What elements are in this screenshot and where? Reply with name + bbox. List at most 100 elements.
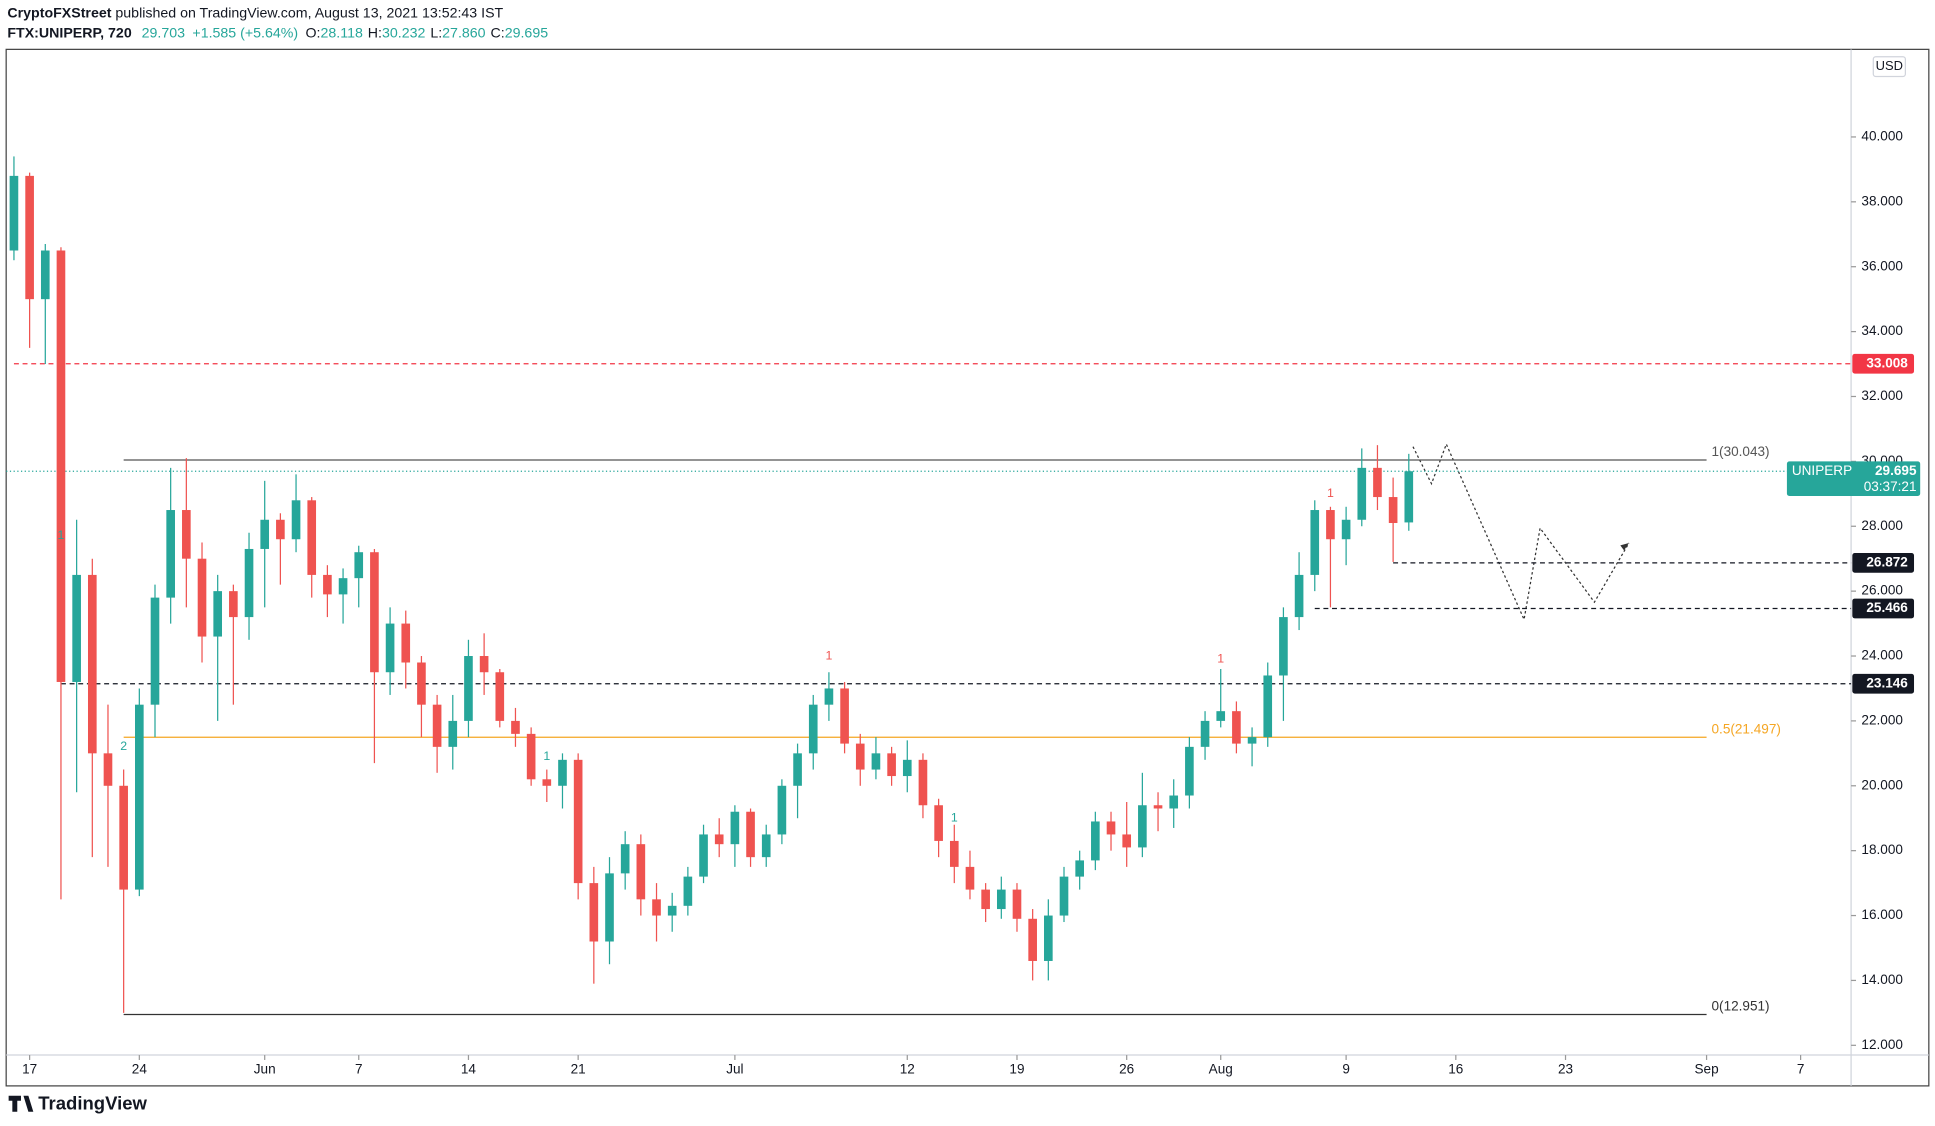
level-tag — [1852, 673, 1915, 694]
ohlc-value: 27.860 — [442, 25, 486, 41]
level-tag — [1852, 552, 1915, 573]
candle-body — [981, 889, 990, 910]
candle-body — [1247, 737, 1257, 744]
candle-body — [1263, 675, 1273, 738]
candle-body — [824, 688, 834, 705]
candle-body — [714, 834, 724, 845]
candle-body — [511, 720, 520, 734]
candle-body — [135, 704, 144, 890]
annotation: 2 — [120, 739, 127, 753]
x-tick-label: 16 — [1448, 1061, 1463, 1076]
annotation: 1 — [825, 648, 832, 662]
candle-body — [1388, 497, 1398, 524]
candle-body — [464, 656, 473, 721]
ohlc-label: L: — [430, 25, 442, 41]
y-tick-label: 28.000 — [1861, 518, 1903, 533]
candle-body — [1091, 821, 1100, 861]
candle-body — [72, 574, 81, 682]
fib-label: 0(12.951) — [1712, 999, 1770, 1014]
author: CryptoFXStreet — [7, 5, 111, 21]
y-tick-label: 16.000 — [1861, 907, 1903, 922]
candle-body — [526, 733, 536, 780]
candle-body — [1404, 471, 1414, 523]
candle-body — [495, 672, 505, 721]
candle-body — [354, 552, 364, 579]
last: 29.703 — [142, 25, 186, 41]
candle-body — [620, 844, 630, 874]
candle-body — [1122, 834, 1132, 848]
x-tick-label: Jun — [254, 1061, 276, 1076]
y-tick-label: 14.000 — [1861, 972, 1903, 987]
y-tick-label: 20.000 — [1861, 777, 1903, 792]
last-price-value: 29.695 — [1875, 463, 1917, 478]
x-tick-label: 7 — [1797, 1061, 1805, 1076]
ohlc-value: 28.118 — [321, 25, 363, 41]
candle-body — [1279, 617, 1288, 676]
level-tag-label: 25.466 — [1866, 600, 1908, 615]
candle-body — [1357, 467, 1367, 520]
candle-body — [871, 753, 881, 770]
x-tick-label: 19 — [1009, 1061, 1024, 1076]
annotation: 1 — [543, 749, 550, 763]
candle-body — [636, 844, 646, 900]
candle-body — [291, 500, 301, 540]
candle-body — [730, 811, 740, 845]
candle-body — [417, 662, 426, 705]
candle-body — [887, 753, 896, 777]
currency: USD — [1876, 58, 1903, 73]
candle-body — [307, 500, 317, 575]
y-tick-label: 18.000 — [1861, 842, 1903, 857]
candle-body — [1200, 720, 1210, 747]
ohlc-value: 29.695 — [505, 25, 549, 41]
x-tick-label: 9 — [1342, 1061, 1350, 1076]
candle-body — [385, 623, 395, 673]
level-tag — [1852, 353, 1915, 374]
symbol-line: FTX:UNIPERP, 720 29.703 +1.585 (+5.64%) O:2… — [7, 25, 548, 41]
level-tag-label: 26.872 — [1866, 554, 1907, 569]
candle-body — [166, 510, 175, 598]
candle-body — [1028, 918, 1037, 961]
candle-body — [87, 574, 97, 754]
candle-body — [934, 805, 943, 841]
fib-label: 0.5(21.497) — [1712, 721, 1781, 736]
candle-body — [1153, 805, 1163, 809]
ohlc-label: C: — [491, 25, 505, 41]
countdown: 03:37:21 — [1864, 479, 1917, 494]
candle-body — [1106, 821, 1116, 835]
ohlc-label: H: — [368, 25, 382, 41]
candle-body — [573, 759, 583, 884]
brand-name: TradingView — [38, 1092, 147, 1113]
candle-body — [213, 591, 223, 637]
candle-body — [840, 688, 849, 744]
x-tick-label: 26 — [1119, 1061, 1134, 1076]
frame — [5, 48, 1930, 1087]
x-tick-label: 21 — [571, 1061, 586, 1076]
candle-body — [777, 785, 787, 835]
x-tick-label: 17 — [22, 1061, 37, 1076]
candle-body — [1059, 876, 1069, 916]
candle-body — [25, 175, 34, 300]
candle-body — [9, 175, 19, 251]
candle-body — [558, 759, 567, 786]
candle-body — [1169, 795, 1179, 809]
x-tick-label: 7 — [355, 1061, 363, 1076]
candle-body — [793, 753, 802, 786]
brand: TradingView — [8, 1092, 148, 1113]
candle-body — [605, 873, 614, 942]
y-tick-label: 40.000 — [1861, 129, 1903, 144]
candle-body — [902, 759, 912, 777]
candle-body — [40, 250, 50, 300]
candle-body — [1012, 889, 1022, 919]
candle-body — [808, 704, 818, 754]
level-tag-label: 33.008 — [1866, 355, 1908, 370]
candle-body — [1310, 510, 1320, 575]
y-tick-label: 24.000 — [1861, 648, 1903, 663]
candle-body — [965, 866, 975, 890]
ohlc-label: O: — [306, 25, 321, 41]
header-line: CryptoFXStreet published on TradingView.… — [7, 5, 503, 21]
candle-body — [1326, 510, 1335, 540]
candle-body — [56, 250, 66, 682]
last-price-name: UNIPERP — [1792, 463, 1852, 478]
